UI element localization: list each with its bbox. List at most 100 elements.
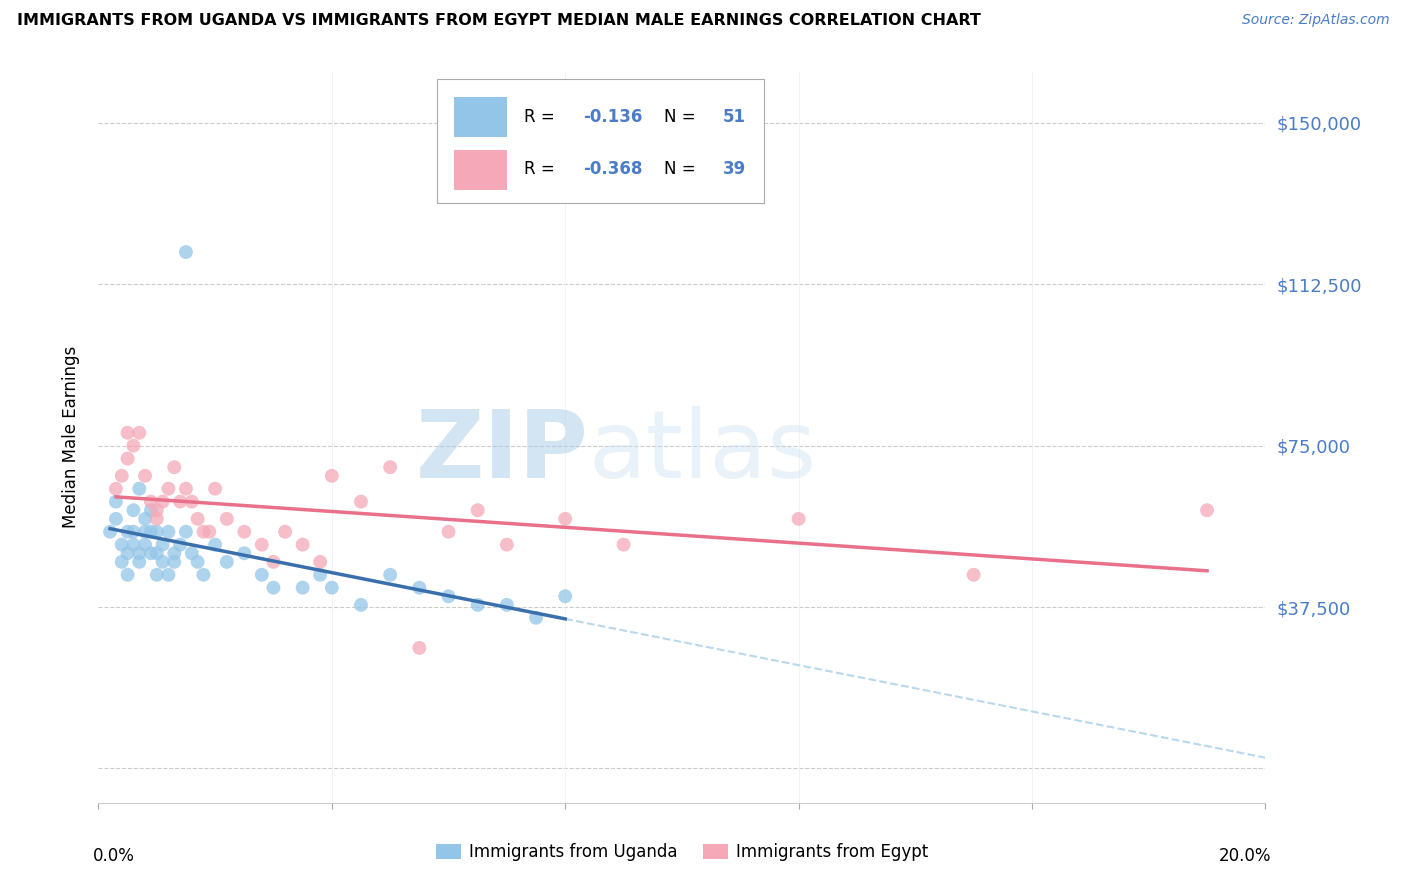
Point [380,460,402,475]
Point [122,503,145,517]
Text: 39: 39 [723,161,747,178]
Point [134,468,156,483]
Point [146,503,169,517]
Point [128,555,150,569]
Point [193,524,215,539]
Point [157,482,180,496]
Point [122,538,145,552]
Point [139,546,162,560]
Point [163,555,186,569]
Point [187,555,209,569]
Point [174,245,197,260]
Text: atlas: atlas [589,406,817,498]
Point [117,451,139,466]
Point [117,425,139,440]
Point [104,512,127,526]
Point [321,468,343,483]
Point [380,567,402,582]
Point [787,512,810,526]
Text: R =: R = [524,108,555,126]
Point [467,503,489,517]
Point [198,524,221,539]
Point [111,538,134,552]
Point [139,503,162,517]
Point [309,555,332,569]
Point [174,482,197,496]
Point [612,538,634,552]
Text: R =: R = [524,161,555,178]
Point [496,538,519,552]
Point [128,425,150,440]
Point [350,494,373,508]
Point [163,546,186,560]
Point [321,581,343,595]
Point [1195,503,1218,517]
Point [122,524,145,539]
Point [139,524,162,539]
Point [291,581,314,595]
Point [98,524,121,539]
Point [117,524,139,539]
Point [274,524,297,539]
Text: Source: ZipAtlas.com: Source: ZipAtlas.com [1241,13,1389,28]
Point [180,546,202,560]
Text: 51: 51 [723,108,745,126]
Point [157,524,180,539]
Point [117,567,139,582]
Text: N =: N = [665,161,696,178]
Point [104,494,127,508]
FancyBboxPatch shape [454,150,508,190]
Text: ZIP: ZIP [416,406,589,498]
Point [146,546,169,560]
Text: 0.0%: 0.0% [93,847,135,864]
Point [128,482,150,496]
Point [554,589,576,603]
Point [117,546,139,560]
Point [233,546,256,560]
Point [152,555,174,569]
Point [250,567,273,582]
Legend: Immigrants from Uganda, Immigrants from Egypt: Immigrants from Uganda, Immigrants from … [429,837,935,868]
Point [962,567,984,582]
Point [408,581,430,595]
Point [187,512,209,526]
Point [467,598,489,612]
Point [262,555,284,569]
Point [111,555,134,569]
Point [169,494,191,508]
FancyBboxPatch shape [437,78,763,203]
Point [437,524,460,539]
Point [139,494,162,508]
FancyBboxPatch shape [454,97,508,137]
Point [174,524,197,539]
Point [146,524,169,539]
Point [204,538,226,552]
Point [309,567,332,582]
Point [408,640,430,655]
Text: IMMIGRANTS FROM UGANDA VS IMMIGRANTS FROM EGYPT MEDIAN MALE EARNINGS CORRELATION: IMMIGRANTS FROM UGANDA VS IMMIGRANTS FRO… [17,13,981,29]
Text: -0.136: -0.136 [582,108,643,126]
Point [152,538,174,552]
Text: 20.0%: 20.0% [1219,847,1271,864]
Point [554,512,576,526]
Point [111,468,134,483]
Point [291,538,314,552]
Point [163,460,186,475]
Point [122,439,145,453]
Point [169,538,191,552]
Point [262,581,284,595]
Point [437,589,460,603]
Point [146,512,169,526]
Point [146,567,169,582]
Point [250,538,273,552]
Point [134,512,156,526]
Point [180,494,202,508]
Point [215,512,238,526]
Point [496,598,519,612]
Y-axis label: Median Male Earnings: Median Male Earnings [62,346,80,528]
Point [157,567,180,582]
Point [204,482,226,496]
Point [134,538,156,552]
Text: -0.368: -0.368 [582,161,643,178]
Point [215,555,238,569]
